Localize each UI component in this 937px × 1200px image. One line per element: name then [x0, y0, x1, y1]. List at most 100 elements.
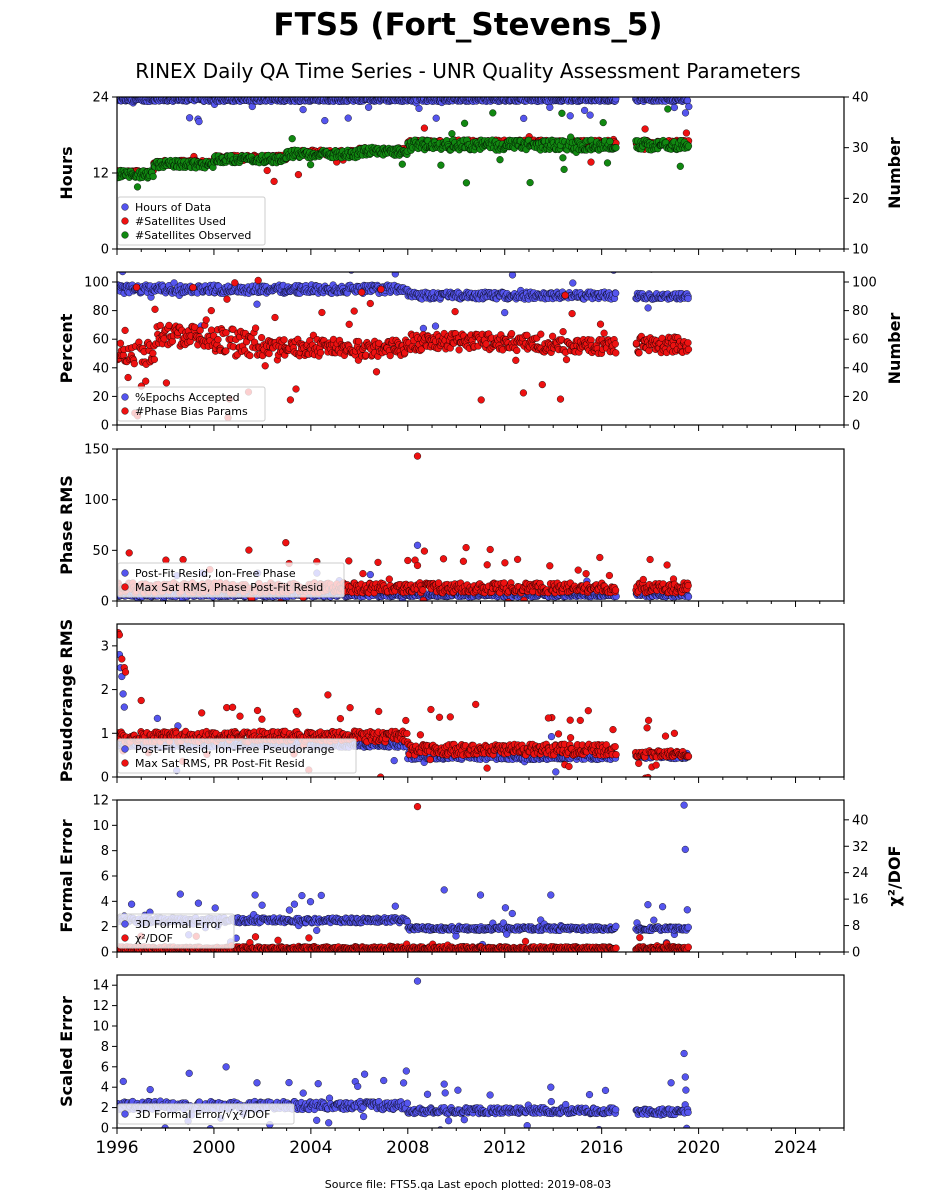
- data-point: [546, 562, 554, 570]
- data-point: [639, 575, 647, 584]
- data-point: [366, 570, 374, 579]
- series-1: [117, 87, 693, 126]
- data-point: [391, 272, 399, 278]
- data-point: [404, 556, 412, 565]
- data-point: [679, 611, 686, 618]
- data-point: [355, 337, 363, 346]
- data-point: [663, 561, 671, 569]
- y-tick-label: 100: [84, 493, 109, 508]
- data-point: [245, 546, 253, 554]
- data-point: [156, 321, 164, 330]
- data-point: [282, 539, 290, 547]
- data-point: [589, 614, 596, 621]
- legend-label: Max Sat RMS, Phase Post-Fit Resid: [135, 581, 323, 594]
- data-point: [413, 541, 422, 549]
- data-point: [350, 307, 358, 315]
- data-point: [459, 557, 468, 565]
- data-point: [366, 299, 374, 308]
- data-point: [420, 124, 429, 132]
- data-point: [299, 105, 307, 114]
- data-point: [667, 609, 674, 616]
- y-tick-label-right: 40: [852, 91, 869, 106]
- data-point: [386, 352, 394, 360]
- legend-marker: [121, 231, 129, 239]
- y-axis-label: Percent: [57, 313, 76, 383]
- data-point: [292, 385, 300, 393]
- data-point: [439, 555, 448, 563]
- data-point: [267, 612, 274, 619]
- data-point: [326, 606, 333, 613]
- data-point: [373, 602, 380, 609]
- data-marks: [117, 87, 693, 191]
- data-point: [172, 611, 179, 618]
- data-point: [142, 377, 150, 385]
- data-point: [561, 291, 569, 299]
- data-point: [249, 426, 256, 433]
- series-3: [117, 105, 693, 191]
- legend-box: [117, 196, 266, 246]
- y-tick-label-right: 40: [852, 361, 869, 376]
- data-point: [670, 103, 679, 112]
- y-axis-label: Hours: [57, 146, 76, 199]
- data-point: [568, 310, 576, 318]
- data-point: [344, 114, 352, 122]
- data-point: [306, 264, 313, 271]
- data-point: [149, 172, 157, 181]
- data-point: [151, 305, 159, 313]
- data-point: [513, 346, 521, 355]
- y-tick-label-right: 100: [852, 276, 877, 291]
- data-point: [641, 125, 649, 133]
- data-point: [676, 162, 684, 170]
- data-point: [318, 308, 326, 317]
- y-tick-label: 40: [92, 361, 109, 376]
- y-tick-label-right: 20: [852, 390, 869, 405]
- data-point: [124, 373, 132, 382]
- data-point: [546, 103, 554, 112]
- data-point: [559, 154, 567, 162]
- legend-marker: [121, 393, 129, 401]
- data-point: [353, 606, 360, 613]
- data-point: [520, 114, 528, 123]
- legend-marker: [121, 569, 129, 577]
- data-marks: [117, 261, 693, 433]
- data-point: [270, 177, 278, 186]
- data-point: [419, 586, 427, 594]
- data-point: [205, 89, 212, 96]
- data-point: [291, 610, 298, 617]
- data-point: [504, 598, 512, 601]
- legend: Hours of Data#Satellites Used#Satellites…: [117, 196, 266, 246]
- data-point: [402, 261, 409, 268]
- data-point: [644, 304, 652, 312]
- data-point: [596, 320, 605, 328]
- data-point: [684, 581, 692, 590]
- data-point: [286, 396, 295, 404]
- data-point: [632, 339, 641, 347]
- data-point: [612, 289, 620, 297]
- data-point: [130, 360, 138, 368]
- data-point: [596, 553, 604, 562]
- data-point: [249, 272, 254, 273]
- data-point: [501, 309, 509, 317]
- data-point: [462, 543, 470, 552]
- data-point: [526, 179, 534, 187]
- legend-marker: [121, 217, 129, 225]
- data-point: [560, 165, 568, 174]
- data-point: [431, 322, 440, 330]
- data-point: [222, 611, 229, 618]
- data-point: [559, 328, 567, 336]
- data-point: [202, 87, 209, 94]
- data-point: [599, 118, 607, 127]
- legend-marker: [121, 407, 129, 415]
- data-point: [253, 300, 261, 308]
- data-point: [461, 119, 469, 127]
- data-point: [574, 566, 582, 574]
- data-point: [539, 88, 546, 95]
- data-point: [606, 137, 614, 146]
- data-point: [254, 276, 262, 285]
- data-point: [359, 569, 367, 578]
